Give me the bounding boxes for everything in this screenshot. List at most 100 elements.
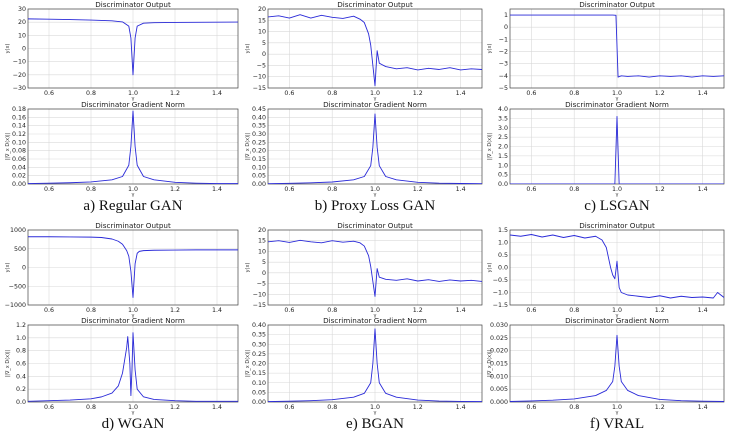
panel-f-output-ytick-label: 1.0 — [498, 240, 508, 247]
panel-f-output-xtick-label: 0.8 — [569, 307, 579, 314]
panel-e-output-ytick-label: −5 — [257, 281, 266, 288]
panel-d-gradient-ytick-label: 1.2 — [16, 322, 26, 329]
panel-b-gradient-title: Discriminator Gradient Norm — [323, 100, 427, 109]
panel-f-gradient-xtick-label: 1.2 — [655, 404, 665, 411]
panel-c-gradient-ytick-label: 2.0 — [498, 144, 508, 151]
panel-e-output-xtick-label: 1.2 — [413, 307, 423, 314]
panel-e-output-ytick-label: 15 — [258, 238, 266, 245]
panel-a-gradient-ytick-label: 0.08 — [12, 148, 26, 155]
panel-e-output-ytick-label: 5 — [262, 259, 266, 266]
panel-b-caption: b) Proxy Loss GAN — [315, 198, 436, 214]
panel-c-gradient-ytick-label: 4.0 — [498, 106, 508, 113]
panel-b-gradient-ytick-label: 0.00 — [252, 181, 266, 188]
panel-c-gradient-ylabel: ||∇_x D(x)|| — [487, 132, 493, 160]
panel-e-output-xtick-label: 0.6 — [284, 307, 294, 314]
panel-e-output-xtick-label: 1.0 — [370, 307, 380, 314]
panel-e-gradient-ytick-label: 0.25 — [252, 351, 266, 358]
panel-e-gradient-xtick-label: 0.8 — [327, 404, 337, 411]
panel-c-output-frame — [509, 8, 725, 89]
panel-c-gradient-xtick-label: 0.8 — [569, 186, 579, 193]
panel-a-output-xtick-label: 1.4 — [212, 90, 222, 97]
panel-f-output-ytick-label: −1.0 — [493, 290, 508, 297]
panel-a-gradient-xtick-label: 0.6 — [44, 186, 54, 193]
panel-e-output-xtick-label: 0.8 — [327, 307, 337, 314]
panel-a-output-frame — [27, 8, 239, 89]
panel-e-gradient-xtick-label: 1.4 — [456, 404, 466, 411]
panel-e-output-ytick-label: −10 — [253, 291, 266, 298]
panel-c-output-xtick-label: 1.0 — [612, 90, 622, 97]
panel-f-output-series-line — [510, 234, 724, 299]
panel-a-gradient-xtick-label: 1.4 — [212, 186, 222, 193]
panel-a-output-ylabel: y(x) — [5, 44, 11, 54]
panel-e-output-ytick-label: 20 — [258, 227, 266, 234]
panel-c: Discriminator Output 1 0 −1 −2 −3 −4 −5 0.6 0.8 1.… — [487, 0, 725, 214]
panel-c-gradient-ytick-label: 3.5 — [498, 115, 508, 122]
panel-a-gradient-xlabel: γ — [132, 192, 135, 198]
panel-e: Discriminator Output 20 15 10 5 0 −5 −10 −15 0.6 0… — [245, 221, 483, 432]
panel-e-output-ylabel: y(x) — [245, 263, 251, 273]
panel-d: Discriminator Output 1000 500 0 −500 −1000 0.6… — [5, 221, 239, 432]
panel-f-caption: f) VRAL — [590, 416, 644, 432]
panel-a-gradient-ytick-label: 0.10 — [12, 139, 26, 146]
panel-d-gradient-ytick-label: 1.0 — [16, 335, 26, 342]
panel-f-gradient-title: Discriminator Gradient Norm — [565, 316, 669, 325]
panel-c-gradient-series-line — [510, 116, 724, 184]
panel-a-output-ytick-label: 30 — [18, 6, 26, 13]
panel-f-gradient-xtick-label: 1.4 — [698, 404, 708, 411]
panel-b-output-ytick-label: 15 — [258, 17, 266, 24]
panel-c-gradient-xtick-label: 1.2 — [655, 186, 665, 193]
panel-a-output-ytick-label: −30 — [13, 85, 26, 92]
panel-a-gradient-frame — [27, 108, 239, 185]
panel-f-output-xtick-label: 1.2 — [655, 307, 665, 314]
panel-f-gradient-xtick-label: 1.0 — [612, 404, 622, 411]
panel-d-gradient-frame — [27, 324, 239, 403]
panel-b-gradient-ytick-label: 0.25 — [252, 139, 266, 146]
panel-a-gradient-ytick-label: 0.18 — [12, 106, 26, 113]
panel-d-output-xlabel: γ — [132, 313, 135, 319]
panel-f-output-ytick-label: −0.5 — [493, 277, 508, 284]
panel-d-gradient-xtick-label: 1.2 — [170, 404, 180, 411]
panel-d-output-ytick-label: 1000 — [10, 227, 26, 234]
panel-b-gradient-ylabel: ||∇_x D(x)|| — [245, 132, 251, 160]
panel-d-output-ytick-label: 500 — [14, 246, 26, 253]
panel-b-gradient-xtick-label: 1.4 — [456, 186, 466, 193]
panel-b-output-series-line — [268, 14, 482, 87]
panel-f-output-ytick-label: 0.0 — [498, 265, 508, 272]
panel-a-gradient-ytick-label: 0.00 — [12, 181, 26, 188]
panel-c-output-series-line — [510, 14, 724, 78]
panel-a-output-series-line — [28, 18, 238, 76]
panel-f-output-ytick-label: −1.5 — [493, 302, 508, 309]
panel-b-output-ytick-label: 0 — [262, 51, 266, 58]
panel-f-gradient-ytick-label: 0.005 — [490, 386, 508, 393]
panel-e-gradient-xlabel: γ — [374, 410, 377, 416]
panel-a-caption: a) Regular GAN — [83, 198, 182, 214]
panel-e-gradient-ytick-label: 0.20 — [252, 361, 266, 368]
panel-b-output-ytick-label: 10 — [258, 29, 266, 36]
panel-a-gradient-ytick-label: 0.14 — [12, 123, 26, 130]
panel-e-gradient-ytick-label: 0.05 — [252, 389, 266, 396]
panel-d-output-xtick-label: 0.8 — [86, 307, 96, 314]
panel-f-gradient-ytick-label: 0.010 — [490, 373, 508, 380]
panel-f-output-xtick-label: 1.0 — [612, 307, 622, 314]
panel-e-gradient-ytick-label: 0.40 — [252, 322, 266, 329]
panel-c-gradient-xtick-label: 1.0 — [612, 186, 622, 193]
panel-f-gradient-ytick-label: 0.000 — [490, 399, 508, 406]
panel-d-gradient-ytick-label: 0.6 — [16, 361, 26, 368]
panel-d-gradient-xtick-label: 0.8 — [86, 404, 96, 411]
panel-f-gradient-xlabel: γ — [616, 410, 619, 416]
panel-b-output-ylabel: y(x) — [245, 44, 251, 54]
panel-c-gradient-title: Discriminator Gradient Norm — [565, 100, 669, 109]
panel-f-output-ylabel: y(x) — [487, 263, 493, 273]
panel-d-gradient-xtick-label: 1.4 — [212, 404, 222, 411]
panel-b-gradient-ytick-label: 0.20 — [252, 148, 266, 155]
panel-d-caption: d) WGAN — [102, 416, 165, 432]
panel-c-output-ytick-label: −5 — [499, 85, 508, 92]
panel-c-output-ytick-label: −2 — [499, 49, 508, 56]
panel-a-gradient-ytick-label: 0.16 — [12, 114, 26, 121]
panel-f-gradient-series-line — [510, 334, 724, 402]
panel-b-output-ytick-label: 20 — [258, 6, 266, 13]
panel-b-output-ytick-label: −10 — [253, 74, 266, 81]
panel-c-output-ytick-label: −4 — [499, 73, 508, 80]
panel-d-gradient-title: Discriminator Gradient Norm — [81, 316, 185, 325]
panel-c-gradient-xlabel: γ — [616, 192, 619, 198]
